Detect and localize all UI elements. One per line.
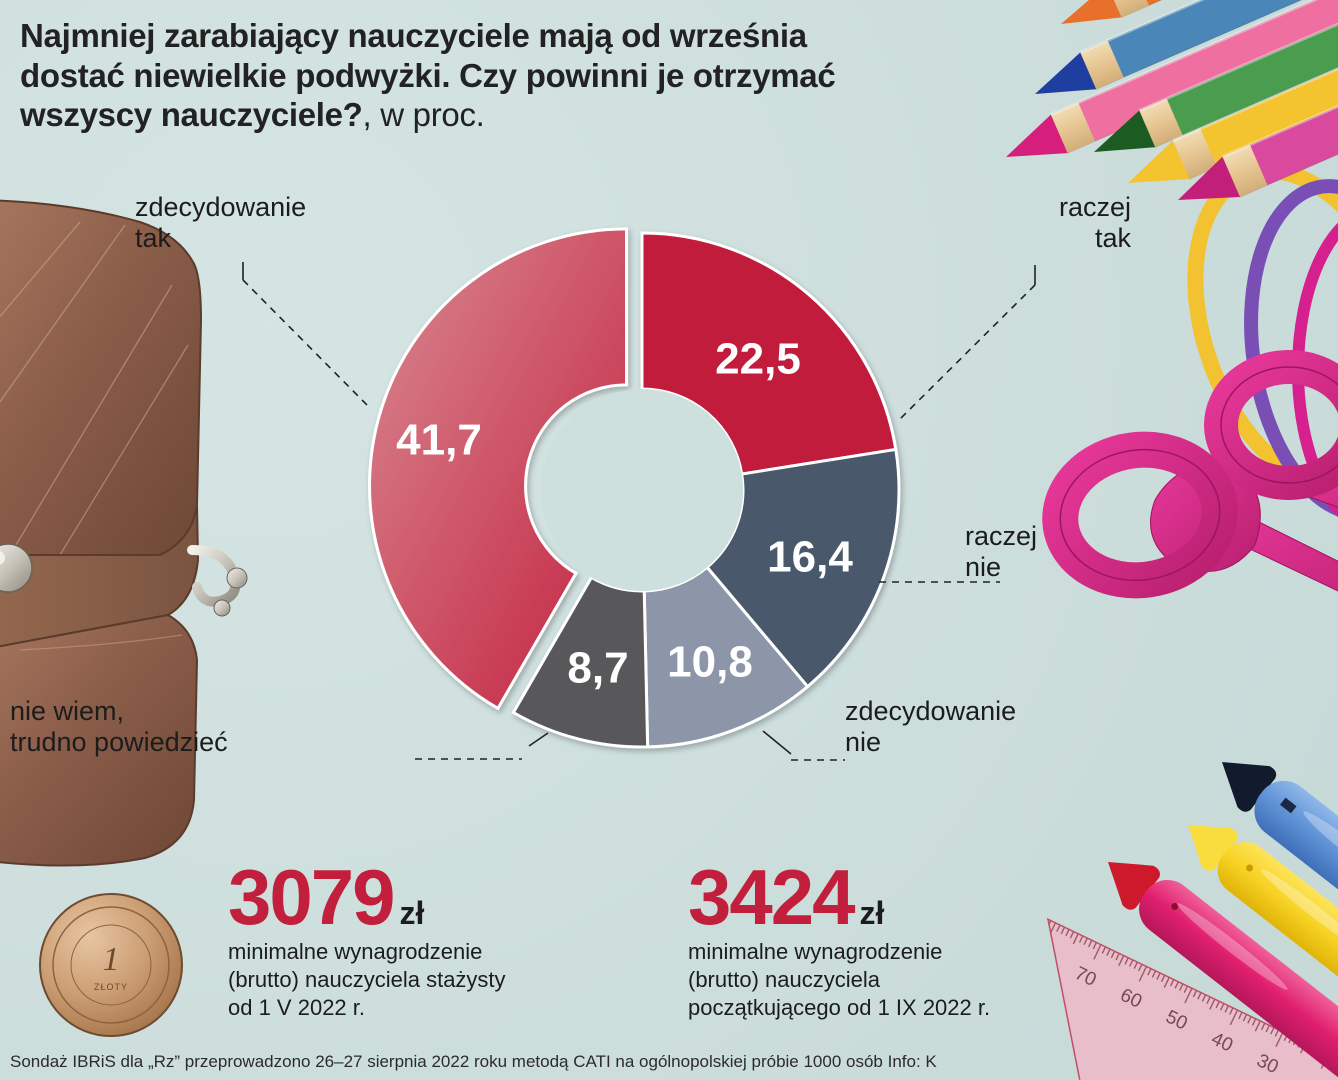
svg-text:22,5: 22,5 xyxy=(715,335,801,384)
svg-text:8,7: 8,7 xyxy=(567,644,628,693)
svg-text:1: 1 xyxy=(103,941,120,978)
svg-text:ZŁOTY: ZŁOTY xyxy=(94,982,128,992)
svg-text:10,8: 10,8 xyxy=(667,638,753,687)
svg-text:16,4: 16,4 xyxy=(767,533,853,582)
svg-text:41,7: 41,7 xyxy=(396,416,482,465)
